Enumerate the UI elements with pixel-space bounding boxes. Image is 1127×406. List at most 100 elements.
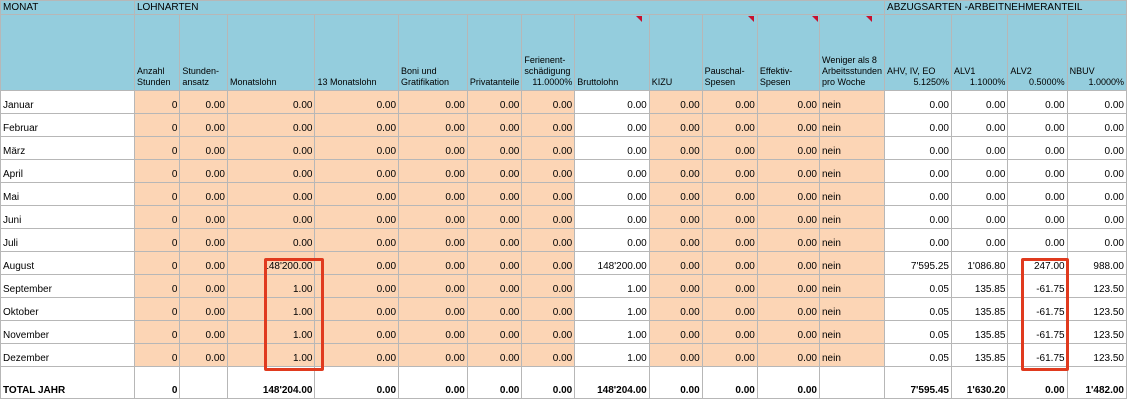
cell-brutto[interactable]: 1.00	[574, 343, 650, 367]
cell-privat[interactable]: 0.00	[466, 297, 523, 321]
cell-alv2[interactable]: 0.00	[1007, 228, 1068, 252]
cell-anzahl[interactable]: 0	[133, 297, 181, 321]
cell-brutto[interactable]: 0.00	[574, 113, 650, 137]
cell-dreizehn[interactable]: 0.00	[314, 228, 400, 252]
cell-alv2[interactable]: -61.75	[1007, 320, 1068, 344]
cell-nbuv[interactable]: 0.00	[1066, 113, 1127, 137]
comment-indicator[interactable]	[866, 16, 872, 22]
col-header-brutto[interactable]: Bruttolohn	[574, 14, 650, 91]
cell-anzahl[interactable]: 0	[133, 251, 181, 275]
cell-weniger[interactable]: nein	[818, 228, 886, 252]
cell-dreizehn[interactable]: 0.00	[314, 343, 400, 367]
comment-indicator[interactable]	[812, 16, 818, 22]
total-ansatz[interactable]	[179, 366, 228, 399]
cell-dreizehn[interactable]: 0.00	[314, 205, 400, 229]
cell-ansatz[interactable]: 0.00	[179, 205, 228, 229]
cell-kizu[interactable]: 0.00	[648, 159, 703, 183]
cell-kizu[interactable]: 0.00	[648, 228, 703, 252]
cell-ferien[interactable]: 0.00	[521, 136, 576, 160]
cell-boni[interactable]: 0.00	[398, 182, 468, 206]
cell-alv2[interactable]: 0.00	[1007, 90, 1068, 114]
col-header-pauschal[interactable]: Pauschal-Spesen	[701, 14, 758, 91]
total-ahv[interactable]: 7'595.45	[884, 366, 952, 399]
cell-effektiv[interactable]: 0.00	[756, 274, 821, 298]
cell-weniger[interactable]: nein	[818, 205, 886, 229]
col-header-boni[interactable]: Boni und Gratifikation	[398, 14, 468, 91]
cell-alv1[interactable]: 0.00	[950, 228, 1009, 252]
cell-weniger[interactable]: nein	[818, 90, 886, 114]
cell-weniger[interactable]: nein	[818, 113, 886, 137]
cell-weniger[interactable]: nein	[818, 297, 886, 321]
cell-monatslohn[interactable]: 0.00	[226, 159, 316, 183]
cell-dreizehn[interactable]: 0.00	[314, 297, 400, 321]
cell-ansatz[interactable]: 0.00	[179, 136, 228, 160]
col-header-dreizehn[interactable]: 13 Monatslohn	[314, 14, 400, 91]
cell-brutto[interactable]: 1.00	[574, 274, 650, 298]
cell-privat[interactable]: 0.00	[466, 90, 523, 114]
month-cell[interactable]: Februar	[0, 113, 135, 137]
total-dreizehn[interactable]: 0.00	[314, 366, 400, 399]
cell-anzahl[interactable]: 0	[133, 274, 181, 298]
cell-dreizehn[interactable]: 0.00	[314, 251, 400, 275]
cell-privat[interactable]: 0.00	[466, 320, 523, 344]
cell-alv2[interactable]: 0.00	[1007, 113, 1068, 137]
cell-boni[interactable]: 0.00	[398, 320, 468, 344]
col-header-anzahl[interactable]: Anzahl Stunden	[133, 14, 181, 91]
cell-brutto[interactable]: 0.00	[574, 228, 650, 252]
cell-kizu[interactable]: 0.00	[648, 90, 703, 114]
cell-privat[interactable]: 0.00	[466, 343, 523, 367]
cell-ferien[interactable]: 0.00	[521, 320, 576, 344]
col-header-ansatz[interactable]: Stunden-ansatz	[179, 14, 228, 91]
cell-ferien[interactable]: 0.00	[521, 205, 576, 229]
total-privat[interactable]: 0.00	[466, 366, 523, 399]
cell-effektiv[interactable]: 0.00	[756, 251, 821, 275]
cell-kizu[interactable]: 0.00	[648, 136, 703, 160]
cell-ansatz[interactable]: 0.00	[179, 159, 228, 183]
total-ferien[interactable]: 0.00	[521, 366, 576, 399]
col-header-weniger[interactable]: Weniger als 8 Arbeitsstunden pro Woche	[818, 14, 886, 91]
cell-alv2[interactable]: 0.00	[1007, 182, 1068, 206]
month-cell[interactable]: Mai	[0, 182, 135, 206]
cell-weniger[interactable]: nein	[818, 343, 886, 367]
cell-boni[interactable]: 0.00	[398, 113, 468, 137]
col-header-alv1[interactable]: ALV1 1.1000%	[950, 14, 1009, 91]
cell-anzahl[interactable]: 0	[133, 320, 181, 344]
cell-alv2[interactable]: 0.00	[1007, 159, 1068, 183]
cell-monatslohn[interactable]: 0.00	[226, 182, 316, 206]
cell-ahv[interactable]: 0.05	[884, 297, 952, 321]
cell-monatslohn[interactable]: 0.00	[226, 205, 316, 229]
cell-monatslohn[interactable]: 0.00	[226, 90, 316, 114]
cell-boni[interactable]: 0.00	[398, 297, 468, 321]
cell-monatslohn[interactable]: 0.00	[226, 228, 316, 252]
cell-monatslohn[interactable]: 1.00	[226, 343, 316, 367]
total-brutto[interactable]: 148'204.00	[574, 366, 650, 399]
cell-effektiv[interactable]: 0.00	[756, 205, 821, 229]
cell-weniger[interactable]: nein	[818, 159, 886, 183]
cell-dreizehn[interactable]: 0.00	[314, 136, 400, 160]
cell-nbuv[interactable]: 123.50	[1066, 274, 1127, 298]
cell-anzahl[interactable]: 0	[133, 90, 181, 114]
cell-pauschal[interactable]: 0.00	[701, 251, 758, 275]
cell-ahv[interactable]: 0.00	[884, 113, 952, 137]
comment-indicator[interactable]	[636, 16, 642, 22]
cell-anzahl[interactable]: 0	[133, 205, 181, 229]
cell-dreizehn[interactable]: 0.00	[314, 113, 400, 137]
cell-anzahl[interactable]: 0	[133, 182, 181, 206]
cell-privat[interactable]: 0.00	[466, 159, 523, 183]
cell-alv2[interactable]: 0.00	[1007, 205, 1068, 229]
cell-dreizehn[interactable]: 0.00	[314, 320, 400, 344]
cell-pauschal[interactable]: 0.00	[701, 159, 758, 183]
cell-nbuv[interactable]: 123.50	[1066, 320, 1127, 344]
month-cell[interactable]: März	[0, 136, 135, 160]
cell-ahv[interactable]: 0.05	[884, 343, 952, 367]
cell-pauschal[interactable]: 0.00	[701, 90, 758, 114]
cell-alv1[interactable]: 0.00	[950, 113, 1009, 137]
cell-alv1[interactable]: 0.00	[950, 90, 1009, 114]
cell-ferien[interactable]: 0.00	[521, 297, 576, 321]
cell-alv2[interactable]: -61.75	[1007, 343, 1068, 367]
cell-ferien[interactable]: 0.00	[521, 90, 576, 114]
col-header-alv2[interactable]: ALV2 0.5000%	[1007, 14, 1068, 91]
cell-effektiv[interactable]: 0.00	[756, 182, 821, 206]
cell-ansatz[interactable]: 0.00	[179, 90, 228, 114]
cell-ahv[interactable]: 0.05	[884, 274, 952, 298]
